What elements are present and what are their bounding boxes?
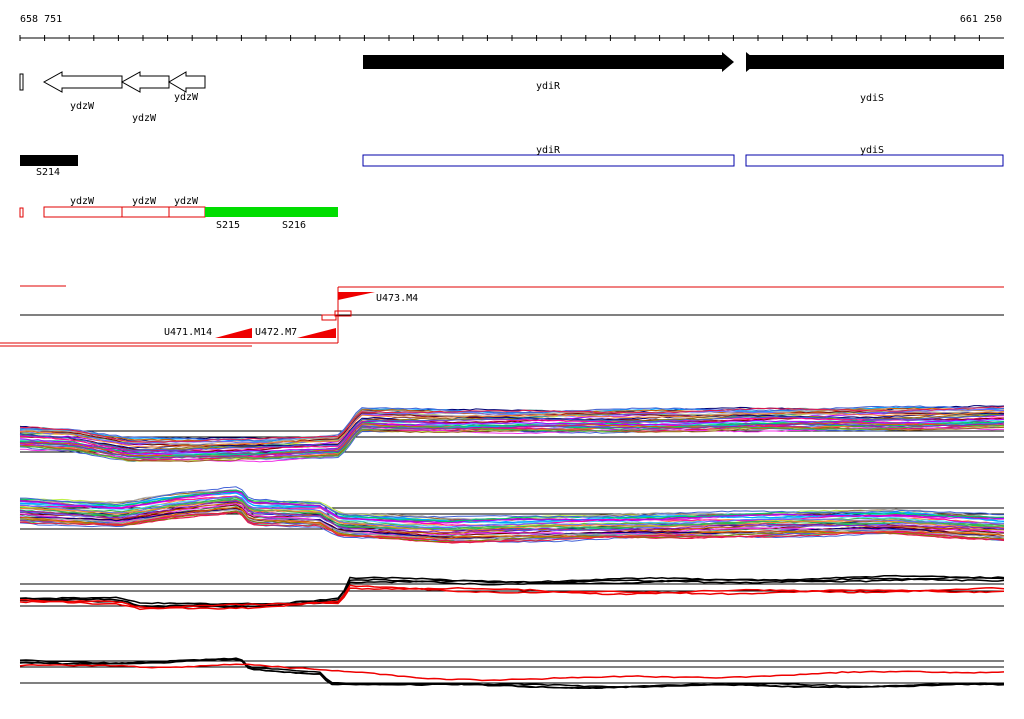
gene-track: ydzW ydzW ydzW ydiR ydiS — [19, 52, 1004, 124]
red-box-ydzw-a[interactable] — [43, 206, 123, 218]
red-box-ydzw-b[interactable] — [121, 206, 170, 218]
coordinate-ruler — [19, 35, 1004, 41]
expression-panel-1 — [19, 405, 1005, 463]
expression-panel-4 — [19, 657, 1005, 690]
transcript-marker-u472[interactable] — [297, 328, 336, 338]
gene-arrow-ydis[interactable] — [746, 55, 1004, 69]
red-box-ydzw-c[interactable] — [168, 206, 206, 218]
cds-label-ydis: ydiS — [860, 145, 884, 156]
gene-fragment[interactable] — [19, 73, 24, 91]
segment-track: ydzW ydzW ydzW S215 S216 — [19, 196, 338, 231]
segment-label-s216: S216 — [282, 220, 306, 231]
cds-box-ydis[interactable] — [745, 154, 1004, 167]
red-label-ydzw-c: ydzW — [174, 196, 199, 207]
gene-label-ydir: ydiR — [536, 81, 561, 92]
ruler-start-label: 658 751 — [20, 14, 63, 25]
segment-green[interactable] — [205, 207, 338, 217]
gene-label-ydzw-c: ydzW — [174, 92, 199, 103]
transcript-label-u473: U473.M4 — [376, 293, 418, 304]
red-label-ydzw-a: ydzW — [70, 196, 95, 207]
gene-arrow-ydzw-a[interactable] — [42, 71, 123, 93]
gene-arrow-ydzw-c[interactable] — [168, 71, 206, 93]
gene-label-ydis: ydiS — [860, 93, 884, 104]
segment-s214[interactable] — [20, 155, 78, 166]
transcript-marker-u471[interactable] — [215, 328, 252, 338]
cds-box-ydir[interactable] — [362, 154, 735, 167]
red-fragment[interactable] — [19, 207, 24, 218]
gene-label-ydzw-a: ydzW — [70, 101, 95, 112]
cds-label-ydir: ydiR — [536, 145, 561, 156]
gene-arrow-ydzw-b[interactable] — [120, 71, 170, 93]
expression-panel-2 — [19, 486, 1005, 544]
transcript-label-u471: U471.M14 — [164, 327, 212, 338]
transcript-marker-u473[interactable] — [338, 292, 375, 300]
transcript-track: U473.M4 U471.M14 U472.M7 — [0, 285, 1004, 347]
segment-label-s215: S215 — [216, 220, 240, 231]
gene-label-ydzw-b: ydzW — [132, 113, 157, 124]
expression-panel-3 — [19, 574, 1005, 611]
gene-arrow-ydir[interactable] — [363, 52, 734, 72]
transcript-label-u472: U472.M7 — [255, 327, 297, 338]
annotation-track: S214 ydiR ydiS — [20, 145, 1004, 178]
ruler-ticks — [19, 35, 980, 41]
ruler-end-label: 661 250 — [959, 14, 1002, 25]
segment-label-s214: S214 — [36, 167, 60, 178]
red-label-ydzw-b: ydzW — [132, 196, 157, 207]
